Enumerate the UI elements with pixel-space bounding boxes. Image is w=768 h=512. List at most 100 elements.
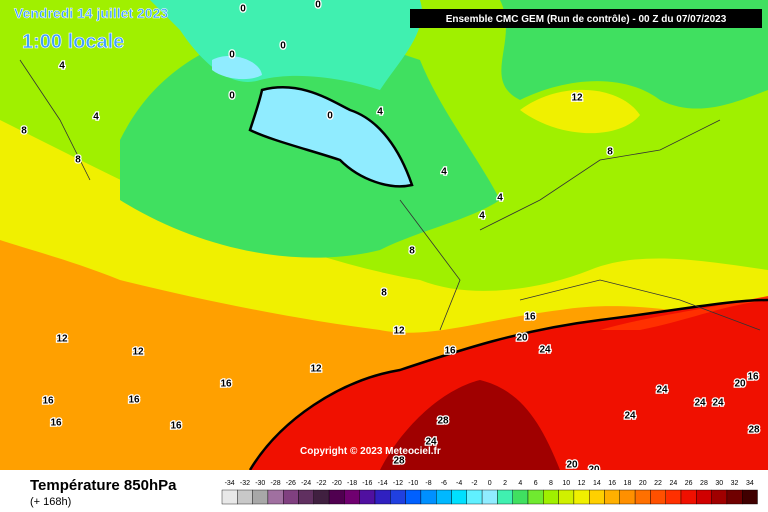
scale-swatch [665,489,682,505]
scale-swatch [742,489,758,505]
contour-label: 4 [479,211,485,222]
contour-label: 12 [310,364,322,375]
date: Vendredi 14 juillet 2023 [14,5,168,21]
scale-swatch [221,489,238,505]
scale-label: 0 [488,480,492,487]
scale-label: -22 [316,480,326,487]
color-scale: -34 -32 -30 -28 -26 -24 -22 -20 -18 -16 -14 -12 -10-… [221,480,758,505]
scale-label: 4 [518,480,522,487]
scale-label: 32 [731,480,739,487]
scale-swatch [252,489,269,505]
scale-label: -20 [332,480,342,487]
contour-label: 0 [280,41,286,52]
scale-swatch [451,489,468,505]
scale-swatch [634,489,651,505]
contour-label: 8 [75,155,81,166]
scale-swatch [573,489,590,505]
scale-label: 18 [624,480,632,487]
scale-label: -8 [425,480,431,487]
temperature-field [0,0,768,471]
scale-label: -2 [471,480,477,487]
scale-swatch [650,489,666,505]
scale-swatch [497,489,513,505]
scale-swatch [619,489,636,505]
contour-label: 24 [425,437,437,448]
contour-label: 28 [393,456,405,467]
scale-label: 30 [715,480,723,487]
scale-swatch [313,489,330,505]
contour-label: 16 [128,395,140,406]
scale-swatch [420,489,437,505]
contour-label: 4 [377,107,383,118]
scale-label: 28 [700,480,708,487]
scale-swatch [436,489,452,505]
contour-label: 0 [315,0,321,11]
scale-swatch [604,489,621,505]
run-box [410,9,762,28]
scale-label: -14 [378,480,388,487]
scale-swatch [374,489,391,505]
scale-swatch [390,489,406,505]
contour-label: 0 [240,4,246,15]
contour-label: 4 [441,167,447,178]
scale-swatch [512,489,529,505]
scale-swatch [283,489,299,505]
scale-label: -6 [441,480,447,487]
scale-label: 12 [578,480,586,487]
scale-label: -30 [255,480,265,487]
scale-label: -10 [408,480,418,487]
scale-swatch [711,489,728,505]
scale-label: 2 [503,480,507,487]
contour-label: 16 [220,379,232,390]
contour-label: 4 [497,193,503,204]
footer-title: Température 850hPa [30,477,177,494]
contour-label: 0 [229,91,235,102]
scale-swatch [344,489,360,505]
contour-label: 16 [444,346,456,357]
scale-swatch [558,489,575,505]
scale-label: -4 [456,480,462,487]
scale-swatch [696,489,712,505]
contour-label: 4 [93,112,99,123]
contour-label: 24 [694,398,706,409]
local-time: 1:00 locale [22,31,124,53]
contour-label: 8 [21,126,27,137]
scale-label: 24 [669,480,677,487]
contour-label: 28 [748,425,760,436]
scale-swatch [527,489,544,505]
contour-label: 28 [437,416,449,427]
scale-swatch [405,489,422,505]
scale-swatch [726,489,743,505]
contour-label: 24 [624,411,636,422]
contour-label: 12 [393,326,405,337]
scale-label: -12 [393,480,403,487]
scale-label: -28 [270,480,280,487]
contour-label: 12 [571,93,583,104]
copyright: Copyright © 2023 Meteociel.fr [300,446,441,457]
scale-swatch [589,489,605,505]
contour-label: 16 [747,372,759,383]
contour-label: 24 [712,398,724,409]
scale-swatch [237,489,253,505]
contour-label: 8 [607,147,613,158]
scale-label: 22 [654,480,662,487]
contour-label: 8 [381,288,387,299]
contour-label: 16 [50,418,62,429]
scale-label: 6 [534,480,538,487]
scale-swatch [267,489,284,505]
contour-label: 16 [524,312,536,323]
scale-label: 10 [562,480,570,487]
contour-label: 8 [409,246,415,257]
scale-label: -26 [286,480,296,487]
scale-label: 8 [549,480,553,487]
scale-label: -32 [240,480,250,487]
scale-label: 20 [639,480,647,487]
contour-label: 20 [516,333,528,344]
scale-label: 16 [608,480,616,487]
contour-label: 20 [566,460,578,471]
contour-label: 24 [539,345,551,356]
scale-swatch [680,489,697,505]
contour-label: 16 [170,421,182,432]
scale-swatch [543,489,559,505]
